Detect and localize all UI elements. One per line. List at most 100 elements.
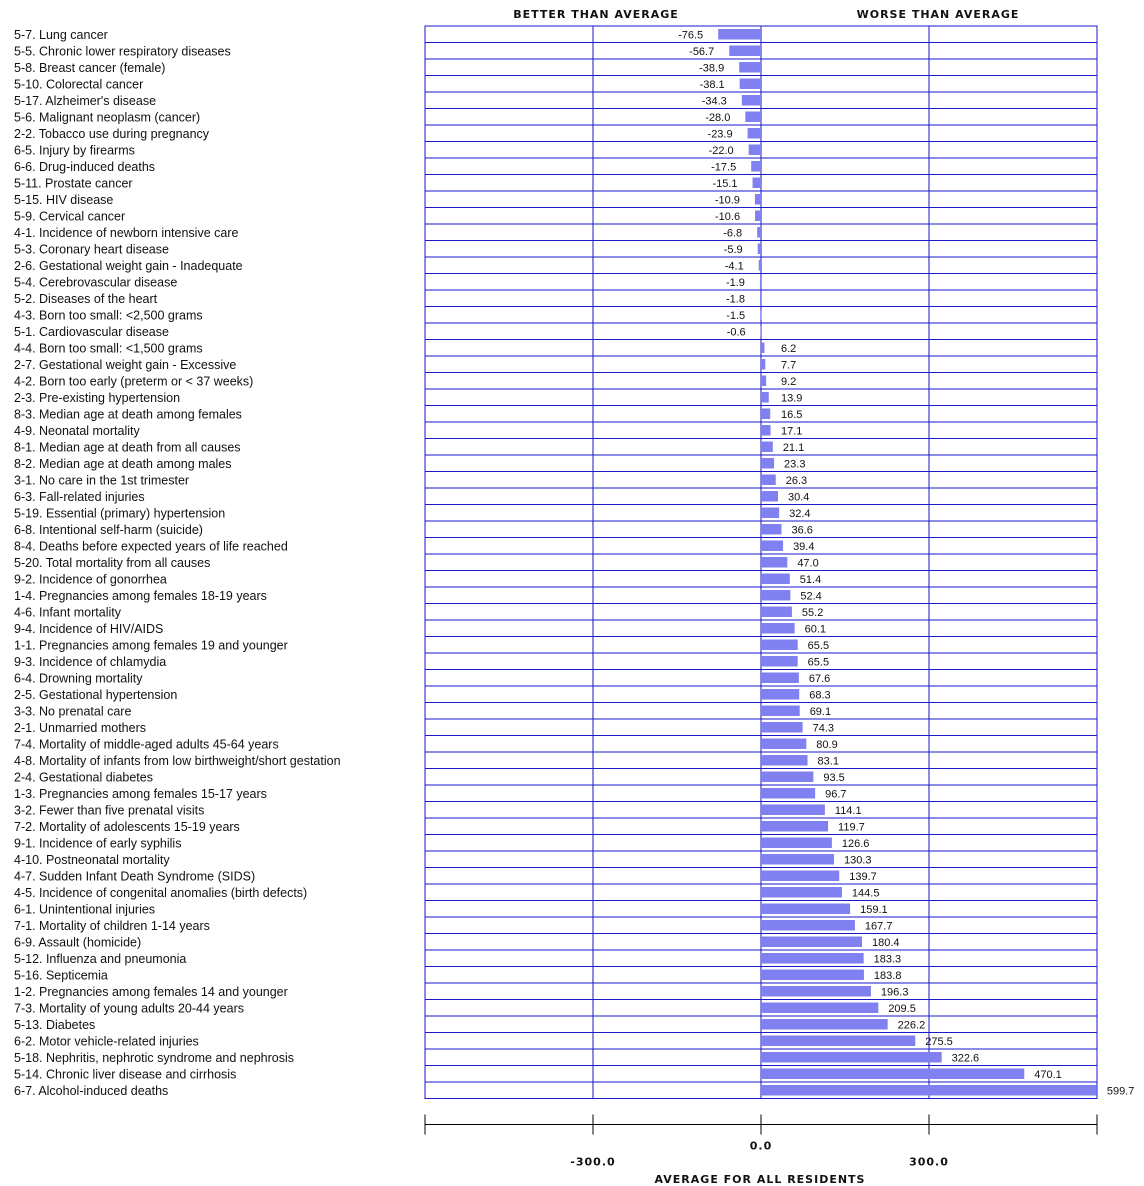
row-label: 2-6. Gestational weight gain - Inadequat… — [14, 259, 243, 273]
bar — [761, 342, 765, 353]
value-label: 80.9 — [816, 739, 837, 751]
row-label: 7-1. Mortality of children 1-14 years — [14, 919, 210, 933]
row-label: 5-7. Lung cancer — [14, 28, 108, 42]
value-label: 65.5 — [808, 640, 829, 652]
value-label: 69.1 — [810, 706, 831, 718]
row-label: 5-6. Malignant neoplasm (cancer) — [14, 110, 200, 124]
value-label: -56.7 — [689, 46, 714, 58]
value-label: -15.1 — [712, 178, 737, 190]
value-label: 196.3 — [881, 986, 909, 998]
row-label: 2-3. Pre-existing hypertension — [14, 391, 180, 405]
bar — [761, 392, 769, 403]
plot-grid — [424, 25, 1098, 1099]
row-label: 5-12. Influenza and pneumonia — [14, 952, 186, 966]
value-label: -6.8 — [723, 227, 742, 239]
value-label: -22.0 — [709, 145, 734, 157]
value-label: 36.6 — [791, 524, 812, 536]
value-label: 599.7 — [1107, 1085, 1135, 1097]
value-label: 470.1 — [1034, 1069, 1062, 1081]
bar — [761, 722, 803, 733]
row-label: 9-2. Incidence of gonorrhea — [14, 572, 167, 586]
row-label: 6-7. Alcohol-induced deaths — [14, 1084, 168, 1098]
row-label: 4-7. Sudden Infant Death Syndrome (SIDS) — [14, 869, 255, 883]
value-label: 26.3 — [786, 475, 807, 487]
bar — [755, 210, 761, 221]
row-label: 4-1. Incidence of newborn intensive care — [14, 226, 238, 240]
row-label: 6-2. Motor vehicle-related injuries — [14, 1034, 199, 1048]
value-label: 39.4 — [793, 541, 814, 553]
header-worse: WORSE THAN AVERAGE — [857, 8, 1020, 21]
bar — [761, 540, 784, 551]
value-label: -34.3 — [702, 95, 727, 107]
bar — [761, 870, 840, 881]
bar — [748, 144, 761, 155]
bar — [761, 590, 791, 601]
bar — [761, 425, 771, 436]
row-label: 8-1. Median age at death from all causes — [14, 440, 241, 454]
row-label: 3-1. No care in the 1st trimester — [14, 473, 189, 487]
value-label: 67.6 — [809, 673, 830, 685]
bar — [761, 1068, 1025, 1079]
value-label: 180.4 — [872, 937, 900, 949]
row-label: 9-4. Incidence of HIV/AIDS — [14, 622, 163, 636]
value-label: 93.5 — [823, 772, 844, 784]
row-label: 5-9. Cervical cancer — [14, 209, 125, 223]
value-label: 60.1 — [805, 623, 826, 635]
row-label: 5-18. Nephritis, nephrotic syndrome and … — [14, 1051, 294, 1065]
row-label: 6-9. Assault (homicide) — [14, 935, 141, 949]
bar — [739, 62, 761, 73]
bar — [760, 326, 762, 337]
value-label: 47.0 — [797, 557, 818, 569]
x-tick-label: -300.0 — [570, 1156, 615, 1169]
bar — [761, 887, 842, 898]
row-label: 5-5. Chronic lower respiratory diseases — [14, 44, 231, 58]
bar — [761, 672, 799, 683]
value-label: -1.9 — [726, 277, 745, 289]
bar — [761, 1085, 1097, 1096]
row-label: 5-20. Total mortality from all causes — [14, 556, 210, 570]
row-label: 4-2. Born too early (preterm or < 37 wee… — [14, 374, 253, 388]
chart-rows: 5-7. Lung cancer -76.5 5-5. Chronic lower … — [14, 28, 1134, 1098]
x-tick-label: 300.0 — [909, 1156, 949, 1169]
bar — [759, 276, 762, 287]
value-label: -1.8 — [726, 293, 745, 305]
value-label: 226.2 — [898, 1019, 926, 1031]
bar — [752, 177, 761, 188]
row-label: 2-4. Gestational diabetes — [14, 770, 153, 784]
row-label: 5-1. Cardiovascular disease — [14, 325, 169, 339]
bar — [761, 738, 807, 749]
value-label: 23.3 — [784, 458, 805, 470]
value-label: 17.1 — [781, 425, 802, 437]
bar — [761, 408, 771, 419]
row-label: 5-10. Colorectal cancer — [14, 77, 143, 91]
row-label: 4-6. Infant mortality — [14, 605, 122, 619]
value-label: 32.4 — [789, 508, 810, 520]
value-label: 183.3 — [874, 953, 902, 965]
row-label: 3-3. No prenatal care — [14, 704, 131, 718]
bar — [761, 1052, 942, 1063]
bar — [761, 953, 864, 964]
bar — [761, 557, 788, 568]
row-label: 9-3. Incidence of chlamydia — [14, 655, 166, 669]
row-label: 5-4. Cerebrovascular disease — [14, 275, 177, 289]
bar — [761, 689, 800, 700]
bar — [739, 78, 761, 89]
bar — [761, 656, 798, 667]
value-label: -10.9 — [715, 194, 740, 206]
row-label: 2-5. Gestational hypertension — [14, 688, 177, 702]
value-label: 130.3 — [844, 854, 872, 866]
value-label: -23.9 — [708, 128, 733, 140]
value-label: 322.6 — [952, 1052, 980, 1064]
row-label: 6-6. Drug-induced deaths — [14, 160, 155, 174]
row-label: 2-7. Gestational weight gain - Excessive — [14, 358, 236, 372]
bar — [761, 936, 863, 947]
value-label: -17.5 — [711, 161, 736, 173]
bar — [761, 1002, 879, 1013]
bar — [761, 359, 766, 370]
bar — [741, 95, 761, 106]
bar — [751, 161, 761, 172]
value-label: 74.3 — [813, 722, 834, 734]
value-label: -28.0 — [705, 112, 730, 124]
bar — [757, 243, 761, 254]
